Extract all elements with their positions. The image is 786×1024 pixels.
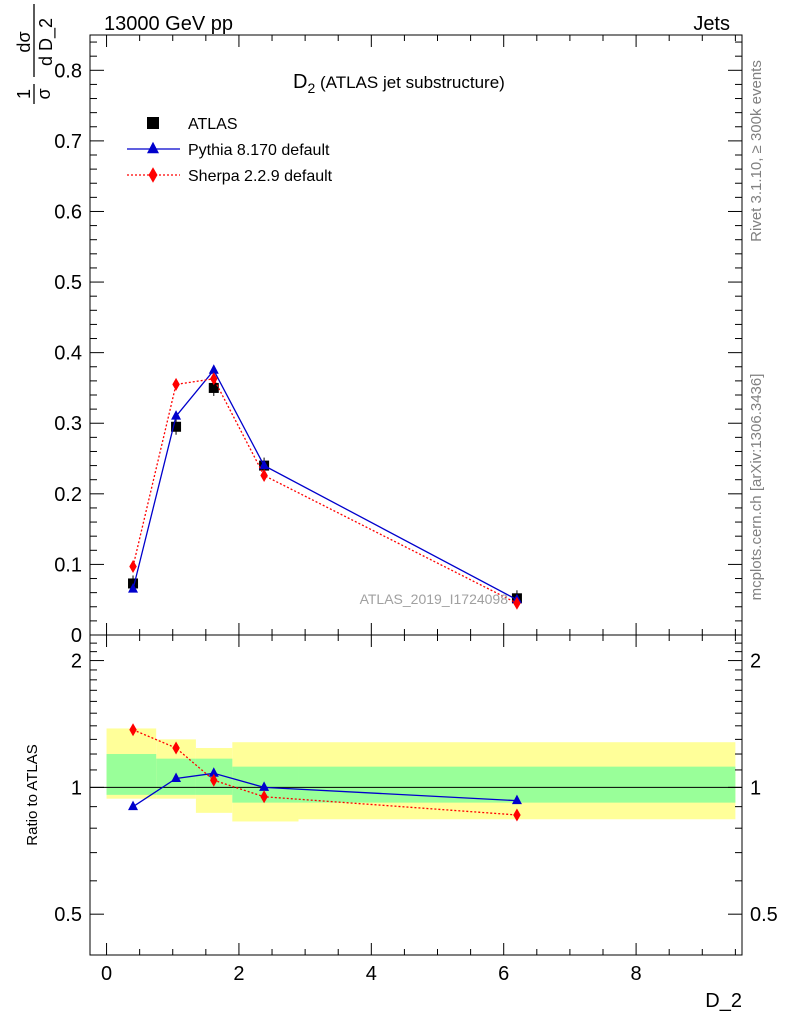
legend-label: Sherpa 2.2.9 default xyxy=(188,168,333,185)
data-point xyxy=(171,410,182,420)
data-point xyxy=(129,560,137,574)
main-panel: 0 0.1 0.2 0.3 0.4 0.5 0.6 0.7 0.8 D2 (ATLAS jet s… xyxy=(14,4,743,647)
x-tick-label: 4 xyxy=(366,963,377,985)
x-tick-label: 6 xyxy=(498,963,509,985)
ratio-data-point xyxy=(210,773,218,787)
ratio-y-tick-label: 1 xyxy=(71,777,82,799)
legend-marker xyxy=(148,167,158,183)
data-point xyxy=(128,583,139,593)
data-point xyxy=(513,596,521,610)
ratio-data-point xyxy=(171,772,182,782)
ratio-data-point xyxy=(128,800,139,811)
ratio-y-tick-label-right: 1 xyxy=(750,777,761,799)
x-axis-label: D_2 xyxy=(705,990,742,1012)
ratio-data-point xyxy=(172,741,180,755)
y-tick-label: 0 xyxy=(71,625,82,647)
x-tick-label: 8 xyxy=(631,963,642,985)
data-point xyxy=(172,377,180,391)
ratio-y-tick-label: 2 xyxy=(71,651,82,673)
ratio-y-axis-label: Ratio to ATLAS xyxy=(24,744,41,845)
y-tick-label: 0.2 xyxy=(54,484,82,506)
y-tick-label: 0.7 xyxy=(54,131,82,153)
ratio-frame xyxy=(89,634,743,956)
y-label-part: 1 xyxy=(14,89,34,99)
y-tick-label: 0.1 xyxy=(54,554,82,576)
ratio-data-point xyxy=(513,808,521,822)
legend-marker xyxy=(147,117,159,129)
y-tick-label: 0.6 xyxy=(54,201,82,223)
legend-label: ATLAS xyxy=(188,116,238,133)
legend-marker xyxy=(147,141,159,154)
y-tick-label: 0.8 xyxy=(54,60,82,82)
data-point xyxy=(171,421,182,432)
band-inner xyxy=(106,754,157,795)
data-point xyxy=(259,459,270,470)
header-right: Jets xyxy=(693,13,730,35)
ratio-data-point xyxy=(259,781,270,791)
y-tick-label: 0.5 xyxy=(54,272,82,294)
x-tick-label: 0 xyxy=(101,963,112,985)
ratio-y-tick-label: 0.5 xyxy=(54,904,82,926)
y-label-part: σ xyxy=(34,88,54,99)
chart-title: D2 (ATLAS jet substructure) xyxy=(293,71,505,96)
ratio-y-tick-label-right: 0.5 xyxy=(750,904,778,926)
legend: ATLAS Pythia 8.170 default Sherpa 2.2.9 de… xyxy=(127,116,333,185)
data-point xyxy=(208,364,219,374)
ratio-panel: 0.5 0.5 1 1 2 2 0 2 4 6 8 D_2 Ratio to ATLAS xyxy=(24,634,778,1012)
y-label-part: dσ xyxy=(14,31,34,52)
header-left: 13000 GeV pp xyxy=(104,13,233,35)
ratio-data-point xyxy=(208,767,219,777)
rivet-label: Rivet 3.1.10, ≥ 300k events xyxy=(748,60,765,242)
ratio-data-point xyxy=(129,723,137,737)
ratio-y-tick-label-right: 2 xyxy=(750,651,761,673)
y-tick-label: 0.4 xyxy=(54,343,82,365)
x-tick-label: 2 xyxy=(233,963,244,985)
ratio-data-point xyxy=(511,794,522,805)
watermark: ATLAS_2019_I1724098 xyxy=(360,591,509,607)
y-tick-label: 0.3 xyxy=(54,413,82,435)
legend-label: Pythia 8.170 default xyxy=(188,142,330,159)
mcplots-label: mcplots.cern.ch [arXiv:1306.3436] xyxy=(748,374,765,601)
data-point xyxy=(210,372,218,386)
ratio-data-point xyxy=(260,790,268,804)
data-point xyxy=(260,468,268,482)
y-axis-label: 1 σ dσ d D_2 xyxy=(14,4,57,104)
data-point xyxy=(208,382,219,393)
series-line xyxy=(132,369,518,601)
y-label-part: d D_2 xyxy=(36,18,57,66)
